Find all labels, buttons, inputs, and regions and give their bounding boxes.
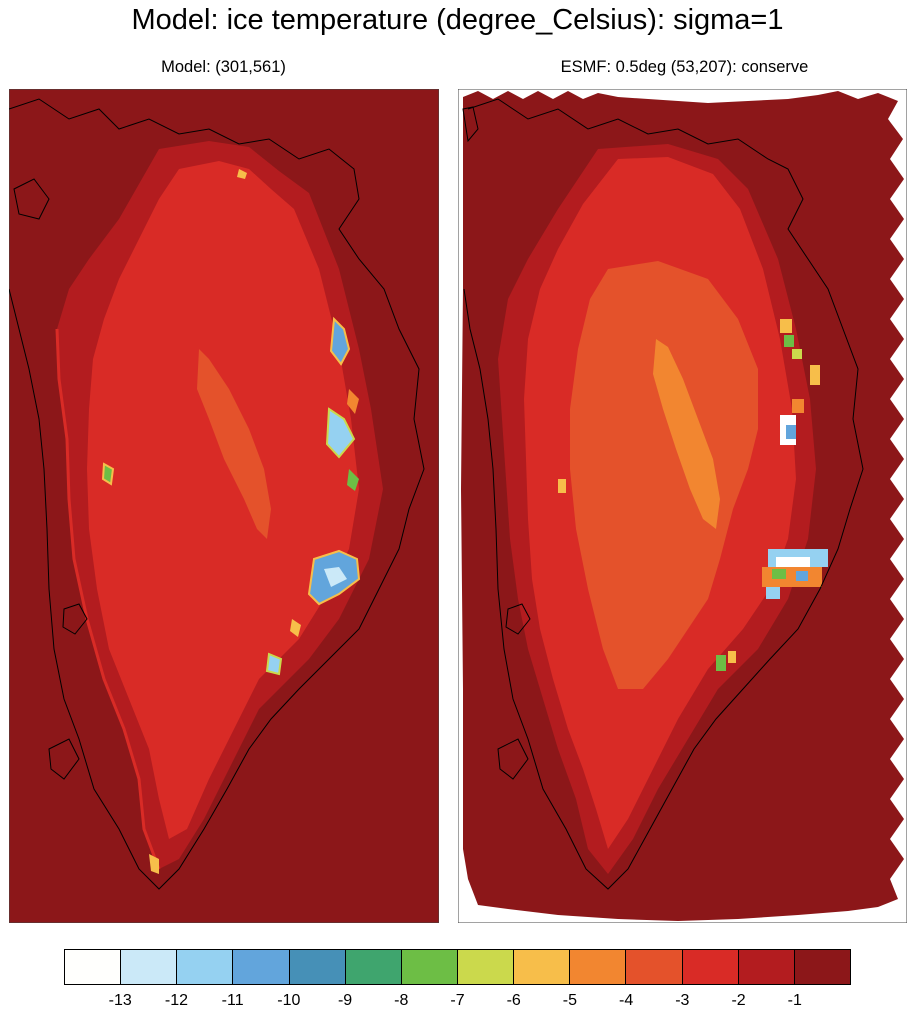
right-coastline (463, 98, 864, 890)
right-ice-core (653, 339, 720, 529)
right-map-panel (458, 89, 907, 923)
left-panel-subtitle: Model: (301,561) (161, 58, 286, 76)
legend-swatch (401, 950, 458, 984)
left-map-panel (9, 89, 439, 923)
legend-swatch (682, 950, 739, 984)
legend-tick-label: -5 (562, 992, 578, 1009)
legend-tick-label: -3 (675, 992, 690, 1009)
legend-swatch (626, 950, 683, 984)
right-coastline-islands (462, 106, 531, 780)
legend-swatch (289, 950, 346, 984)
legend-swatch (121, 950, 178, 984)
legend-swatch (738, 950, 795, 984)
legend-tick-label: -1 (787, 992, 802, 1009)
legend-tick-label: -12 (164, 992, 188, 1009)
legend-tick-label: -9 (337, 992, 353, 1009)
legend-tick-label: -8 (394, 992, 409, 1009)
legend-colorbar (64, 949, 851, 985)
left-ice-sheet-inner (87, 161, 359, 839)
legend-swatch (794, 950, 850, 984)
legend-tick-label: -11 (221, 992, 244, 1009)
left-cold-patches (101, 169, 361, 874)
legend-swatch (345, 950, 402, 984)
legend-swatch (233, 950, 290, 984)
right-panel-subtitle: ESMF: 0.5deg (53,207): conserve (560, 58, 809, 76)
left-ice-core (197, 349, 271, 539)
legend-tick-label: -6 (506, 992, 521, 1009)
legend-tick-label: -13 (108, 992, 132, 1009)
legend-tick-label: -4 (619, 992, 634, 1009)
figure-title: Model: ice temperature (degree_Celsius):… (131, 4, 784, 36)
right-ice-sheet-mid (570, 261, 758, 689)
legend-tick-label: -2 (731, 992, 746, 1009)
right-cold-patches (558, 319, 828, 671)
legend-swatch (457, 950, 515, 984)
legend-swatch (65, 950, 122, 984)
left-coastline-islands (13, 178, 88, 780)
legend-tick-label: -7 (450, 992, 465, 1009)
legend-swatch (177, 950, 234, 984)
legend-swatch (514, 950, 571, 984)
left-coastline (9, 98, 425, 890)
legend-swatch (570, 950, 627, 984)
legend-tick-label: -10 (277, 992, 301, 1009)
